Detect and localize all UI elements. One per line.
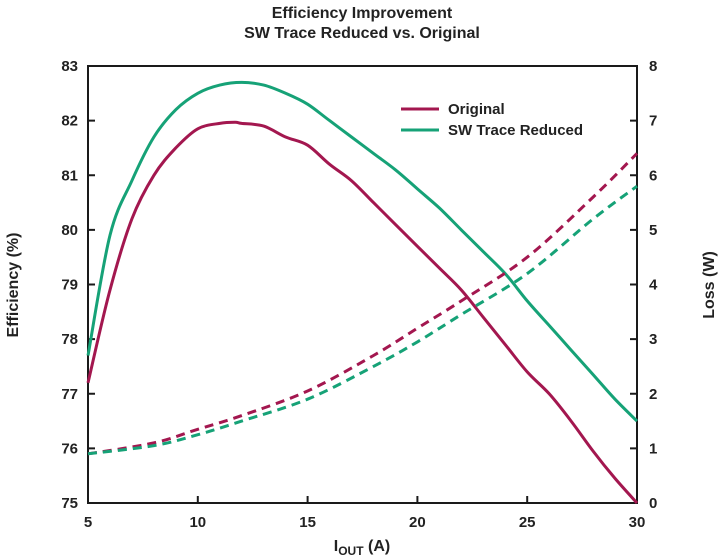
y-left-tick-label: 80 (61, 222, 78, 239)
y-left-tick-label: 75 (61, 495, 78, 512)
series-line-sw-trace-reduced-loss (87, 184, 638, 456)
y-right-tick-label: 4 (649, 277, 658, 294)
y-right-tick-label: 1 (649, 440, 657, 457)
y-right-tick-label: 0 (649, 495, 657, 512)
x-tick-label: 25 (519, 514, 536, 531)
y-left-axis-label: Efficiency (%) (5, 233, 22, 338)
x-axis-label-main: I (334, 538, 338, 555)
legend-label-original: Original (448, 101, 505, 118)
series-line-original-loss (87, 152, 639, 456)
y-right-axis-ticks: 0 1 2 3 4 5 6 7 8 (630, 58, 658, 512)
y-right-tick-label: 3 (649, 331, 657, 348)
y-right-tick-label: 8 (649, 58, 657, 75)
y-left-tick-label: 77 (61, 386, 78, 403)
x-tick-label: 10 (189, 514, 206, 531)
series-layer (86, 80, 639, 505)
y-left-tick-label: 83 (61, 58, 78, 75)
x-axis-label: IOUT (A) (334, 538, 390, 558)
x-axis-label-sub: OUT (338, 544, 364, 558)
y-left-tick-label: 82 (61, 113, 78, 130)
y-right-tick-label: 5 (649, 222, 657, 239)
chart-title: Efficiency Improvement (272, 5, 453, 22)
x-tick-label: 15 (299, 514, 316, 531)
y-left-tick-label: 81 (61, 167, 78, 184)
x-tick-label: 20 (409, 514, 426, 531)
y-left-tick-label: 78 (61, 331, 78, 348)
x-axis-label-unit: (A) (364, 538, 391, 555)
series-line-original-efficiency (86, 120, 639, 505)
legend: Original SW Trace Reduced (401, 101, 583, 139)
y-right-tick-label: 6 (649, 167, 657, 184)
y-left-axis-ticks: 75 76 77 78 79 80 81 82 83 (61, 58, 95, 512)
x-axis-ticks: 5 10 15 20 25 30 (84, 496, 646, 531)
series-line-sw-trace-reduced-efficiency (86, 80, 639, 423)
x-tick-label: 30 (629, 514, 646, 531)
x-tick-label: 5 (84, 514, 92, 531)
legend-label-reduced: SW Trace Reduced (448, 122, 583, 139)
y-left-tick-label: 76 (61, 440, 78, 457)
y-right-tick-label: 7 (649, 113, 657, 130)
chart-subtitle: SW Trace Reduced vs. Original (244, 25, 480, 42)
y-right-tick-label: 2 (649, 386, 657, 403)
y-right-axis-label: Loss (W) (701, 251, 718, 319)
y-left-tick-label: 79 (61, 277, 78, 294)
